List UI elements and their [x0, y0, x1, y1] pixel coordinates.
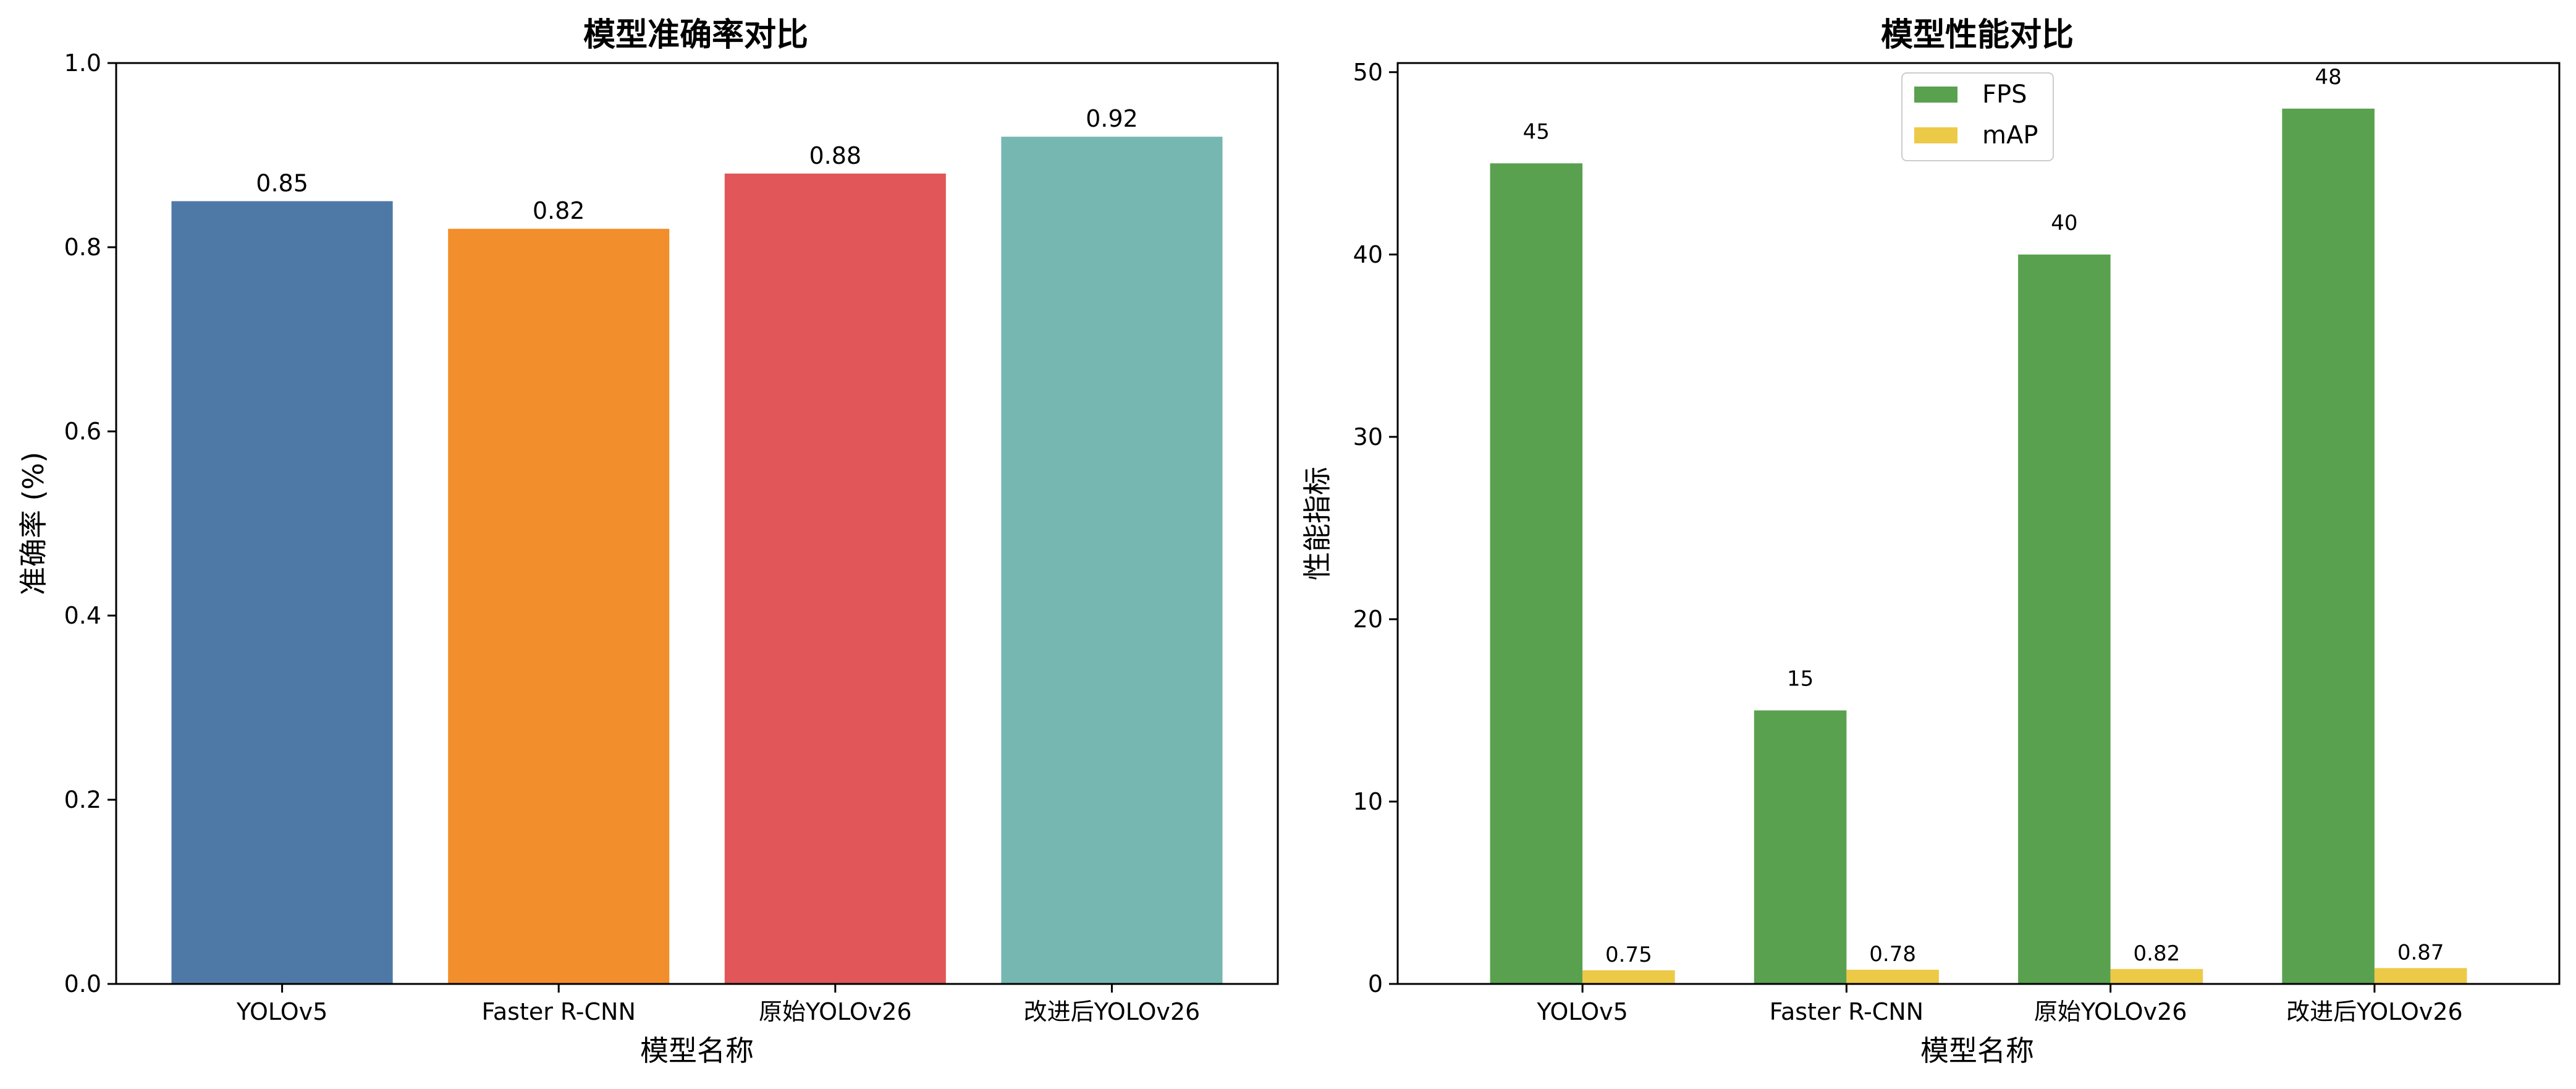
performance-xtick-label: 改进后YOLOv26	[2286, 998, 2463, 1025]
performance-ytick-label: 0	[1368, 970, 1383, 998]
accuracy-bar-yolov5	[171, 201, 393, 984]
accuracy-axis-ticks: 0.0 0.2 0.4 0.6 0.8 1.0 YOLOv5 Faster R-CNN 原始YO…	[64, 49, 1201, 1025]
accuracy-xtick-label: 改进后YOLOv26	[1024, 998, 1201, 1025]
performance-bar-map-faster-r-cnn	[1846, 969, 1939, 984]
performance-xtick-label: 原始YOLOv26	[2034, 998, 2187, 1025]
performance-value-label: 0.82	[2134, 941, 2181, 966]
performance-axis-ticks: 0 10 20 30 40 50 YOLOv5 Faster R-CNN 原始YOLOv26 改进…	[1353, 59, 2463, 1025]
legend-label-map: mAP	[1982, 121, 2038, 150]
accuracy-ytick-label: 0.8	[64, 234, 101, 261]
performance-chart: 模型性能对比 45 15 40 48 0.75 0.78 0.82 0.87 0 10 20 30 4…	[1301, 17, 2561, 1067]
accuracy-value-label: 0.92	[1086, 105, 1138, 132]
performance-bar-map-yolov26	[2374, 968, 2467, 984]
performance-bar-fps-yolov26	[2018, 254, 2111, 984]
performance-value-label: 40	[2051, 211, 2077, 235]
accuracy-ytick-label: 0.0	[64, 970, 101, 998]
performance-ytick-label: 30	[1353, 423, 1383, 451]
performance-bar-fps-yolov26	[2282, 108, 2375, 985]
accuracy-bar-yolov26	[724, 173, 946, 984]
accuracy-plot-frame	[115, 62, 1279, 985]
performance-xtick-label: YOLOv5	[1536, 998, 1628, 1025]
performance-bars: 45 15 40 48 0.75 0.78 0.82 0.87	[1490, 65, 2467, 985]
accuracy-value-label: 0.85	[256, 170, 308, 197]
accuracy-ytick-label: 0.4	[64, 602, 101, 629]
accuracy-xtick-label: YOLOv5	[236, 998, 327, 1025]
accuracy-bars: 0.85 0.82 0.88 0.92	[171, 105, 1223, 985]
legend-label-fps: FPS	[1982, 80, 2027, 109]
performance-xtick-label: Faster R-CNN	[1770, 998, 1924, 1025]
performance-value-label: 0.75	[1605, 943, 1652, 967]
accuracy-ytick-label: 0.6	[64, 418, 101, 445]
accuracy-bar-yolov26	[1001, 137, 1223, 985]
performance-bar-fps-yolov5	[1490, 163, 1583, 984]
accuracy-ytick-label: 1.0	[64, 49, 101, 77]
performance-ytick-label: 40	[1353, 241, 1383, 268]
accuracy-y-axis-label: 准确率 (%)	[17, 452, 50, 595]
accuracy-ytick-label: 0.2	[64, 786, 101, 813]
performance-x-axis-label: 模型名称	[1920, 1034, 2034, 1067]
performance-bar-map-yolov5	[1582, 970, 1675, 984]
performance-bar-fps-faster-r-cnn	[1754, 710, 1847, 984]
performance-legend: FPS mAP	[1901, 72, 2054, 161]
accuracy-xtick-label: Faster R-CNN	[481, 998, 635, 1025]
accuracy-chart: 模型准确率对比 0.85 0.82 0.88 0.92 0.0 0.2 0.4 0.6 0.8…	[17, 17, 1279, 1067]
performance-chart-title: 模型性能对比	[1881, 17, 2074, 54]
accuracy-x-axis-label: 模型名称	[640, 1034, 754, 1067]
accuracy-value-label: 0.88	[809, 142, 862, 169]
performance-plot-frame	[1396, 62, 2561, 985]
accuracy-bar-faster-r-cnn	[448, 229, 670, 985]
accuracy-xtick-label: 原始YOLOv26	[759, 998, 912, 1025]
performance-y-axis-label: 性能指标	[1301, 467, 1334, 580]
performance-bar-map-yolov26	[2110, 968, 2203, 984]
performance-value-label: 48	[2315, 65, 2342, 90]
performance-ytick-label: 10	[1353, 788, 1383, 815]
accuracy-chart-title: 模型准确率对比	[583, 17, 808, 54]
performance-value-label: 45	[1523, 119, 1550, 144]
performance-value-label: 15	[1787, 666, 1814, 691]
accuracy-value-label: 0.82	[533, 197, 585, 224]
legend-swatch-map	[1914, 127, 1957, 143]
performance-value-label: 0.87	[2397, 940, 2444, 965]
legend-swatch-fps	[1914, 87, 1957, 103]
performance-ytick-label: 50	[1353, 59, 1383, 86]
performance-value-label: 0.78	[1869, 942, 1916, 967]
performance-ytick-label: 20	[1353, 606, 1383, 633]
